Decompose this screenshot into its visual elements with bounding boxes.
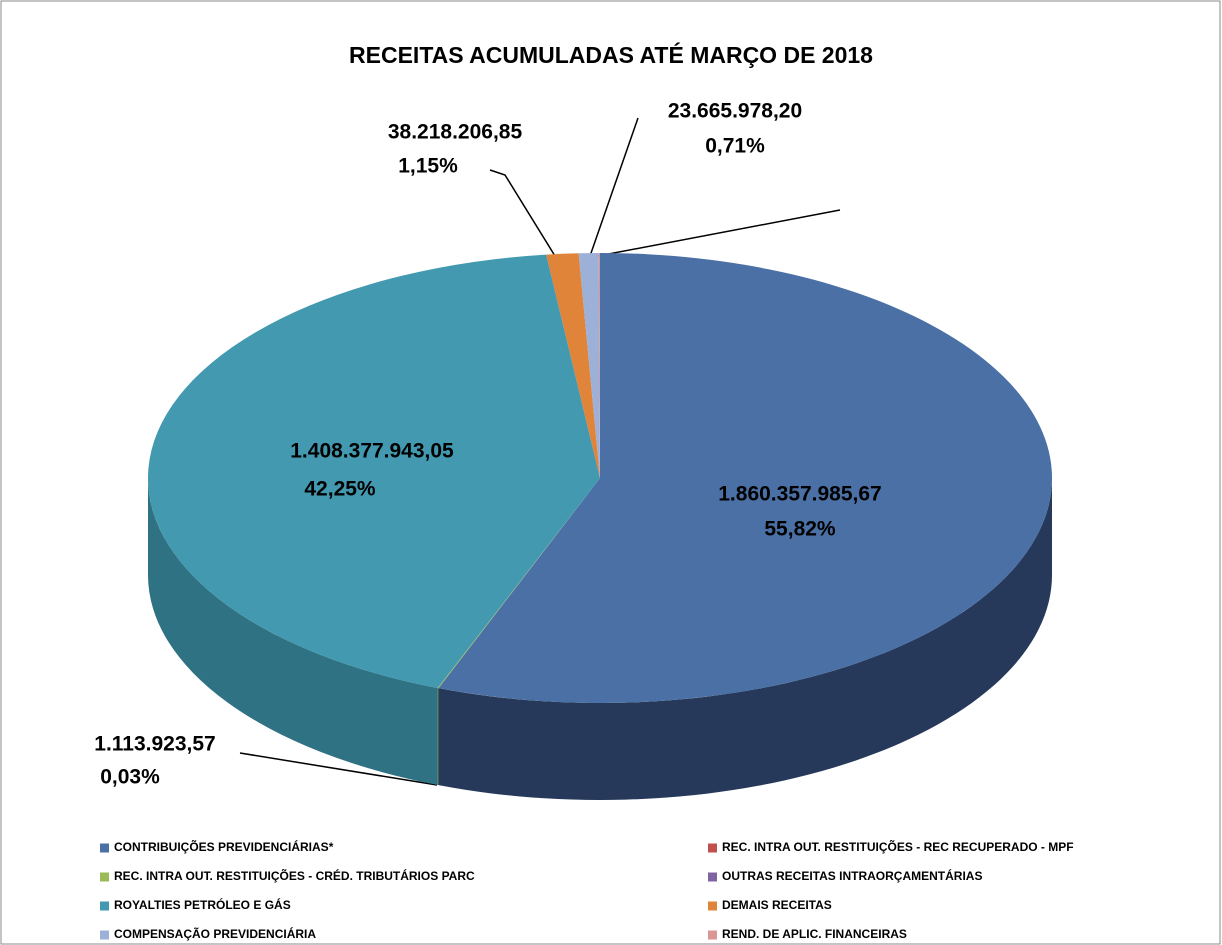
data-label-value: 1.860.357.985,67 — [718, 483, 882, 506]
slice — [546, 253, 600, 478]
data-label-value: 1.408.377.943,05 — [290, 440, 454, 463]
slice — [598, 253, 600, 478]
legend-label: REC. INTRA OUT. RESTITUIÇÕES - CRÉD. TRI… — [114, 868, 475, 883]
leader-line — [589, 117, 639, 257]
slice-side — [438, 478, 1052, 800]
data-label-percent: 1,15% — [398, 155, 458, 178]
legend-swatch — [100, 930, 109, 940]
slice — [437, 478, 600, 689]
legend-label: REC. INTRA OUT. RESTITUIÇÕES - REC RECUP… — [722, 839, 1074, 854]
slice-side — [437, 687, 439, 786]
legend-label: OUTRAS RECEITAS INTRAORÇAMENTÁRIAS — [722, 868, 982, 883]
legend-swatch — [708, 843, 717, 853]
legend-swatch — [100, 872, 109, 882]
legend-label: DEMAIS RECEITAS — [722, 898, 832, 912]
legend-swatch — [708, 930, 717, 940]
legend-swatch — [708, 872, 717, 882]
legend-swatch — [100, 901, 109, 911]
legend-label: ROYALTIES PETRÓLEO E GÁS — [114, 897, 291, 912]
legend-swatch — [100, 843, 109, 853]
slice — [438, 253, 1052, 703]
data-label-value: 23.665.978,20 — [668, 100, 802, 123]
data-label-value: 38.218.206,85 — [388, 121, 523, 144]
data-label-value: 1.113.923,57 — [94, 733, 215, 756]
legend-swatch — [708, 901, 717, 911]
data-label-percent: 42,25% — [304, 478, 376, 501]
leader-line — [489, 169, 556, 257]
legend-label: COMPENSAÇÃO PREVIDENCIÁRIA — [114, 926, 316, 941]
slice-side — [148, 478, 438, 785]
slice — [147, 254, 600, 688]
leader-line — [239, 752, 438, 786]
chart-title: RECEITAS ACUMULADAS ATÉ MARÇO DE 2018 — [349, 41, 873, 68]
data-label-percent: 0,71% — [705, 135, 765, 158]
legend-label: CONTRIBUIÇÕES PREVIDENCIÁRIAS* — [114, 839, 334, 854]
data-label-percent: 55,82% — [764, 518, 836, 541]
leader-line — [597, 209, 841, 257]
slice — [578, 253, 600, 478]
data-label-percent: 0,03% — [100, 766, 160, 789]
legend-label: REND. DE APLIC. FINANCEIRAS — [722, 927, 907, 941]
